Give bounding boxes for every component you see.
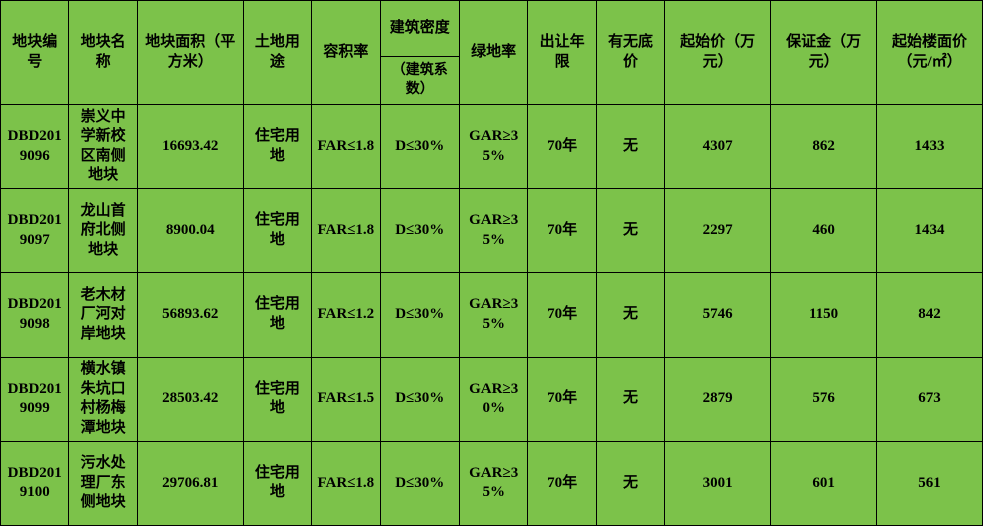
col-header: 容积率 bbox=[312, 1, 380, 105]
cell-name: 崇义中学新校区南侧地块 bbox=[69, 105, 137, 189]
cell-floor_price: 673 bbox=[877, 357, 983, 441]
cell-start_price: 2297 bbox=[665, 189, 771, 273]
cell-id: DBD2019098 bbox=[1, 273, 69, 357]
cell-name: 龙山首府北侧地块 bbox=[69, 189, 137, 273]
col-header: 地块面积（平方米） bbox=[137, 1, 243, 105]
cell-floor_price: 1434 bbox=[877, 189, 983, 273]
cell-density: D≤30% bbox=[380, 105, 459, 189]
cell-density: D≤30% bbox=[380, 441, 459, 525]
cell-id: DBD2019096 bbox=[1, 105, 69, 189]
cell-far: FAR≤1.8 bbox=[312, 189, 380, 273]
cell-id: DBD2019097 bbox=[1, 189, 69, 273]
cell-start_price: 5746 bbox=[665, 273, 771, 357]
cell-name: 污水处理厂东侧地块 bbox=[69, 441, 137, 525]
cell-area: 16693.42 bbox=[137, 105, 243, 189]
cell-use: 住宅用地 bbox=[243, 105, 311, 189]
cell-green: GAR≥35% bbox=[459, 273, 527, 357]
cell-start_price: 4307 bbox=[665, 105, 771, 189]
cell-use: 住宅用地 bbox=[243, 441, 311, 525]
cell-start_price: 2879 bbox=[665, 357, 771, 441]
cell-deposit: 460 bbox=[771, 189, 877, 273]
cell-density: D≤30% bbox=[380, 357, 459, 441]
cell-name: 老木材厂河对岸地块 bbox=[69, 273, 137, 357]
cell-density: D≤30% bbox=[380, 273, 459, 357]
cell-name: 横水镇朱坑口村杨梅潭地块 bbox=[69, 357, 137, 441]
cell-use: 住宅用地 bbox=[243, 357, 311, 441]
cell-green: GAR≥30% bbox=[459, 357, 527, 441]
col-header: 起始价（万元） bbox=[665, 1, 771, 105]
col-header: 有无底价 bbox=[596, 1, 664, 105]
table-row: DBD2019097龙山首府北侧地块8900.04住宅用地FAR≤1.8D≤30… bbox=[1, 189, 983, 273]
cell-term: 70年 bbox=[528, 273, 596, 357]
cell-reserve: 无 bbox=[596, 273, 664, 357]
cell-far: FAR≤1.2 bbox=[312, 273, 380, 357]
table-row: DBD2019100污水处理厂东侧地块29706.81住宅用地FAR≤1.8D≤… bbox=[1, 441, 983, 525]
cell-deposit: 1150 bbox=[771, 273, 877, 357]
col-header: 地块名称 bbox=[69, 1, 137, 105]
cell-term: 70年 bbox=[528, 357, 596, 441]
cell-area: 8900.04 bbox=[137, 189, 243, 273]
cell-green: GAR≥35% bbox=[459, 105, 527, 189]
cell-reserve: 无 bbox=[596, 441, 664, 525]
cell-reserve: 无 bbox=[596, 357, 664, 441]
cell-start_price: 3001 bbox=[665, 441, 771, 525]
land-parcel-table: 地块编号地块名称地块面积（平方米）土地用途容积率建筑密度绿地率出让年限有无底价起… bbox=[0, 0, 983, 526]
cell-floor_price: 842 bbox=[877, 273, 983, 357]
col-header: 绿地率 bbox=[459, 1, 527, 105]
cell-far: FAR≤1.8 bbox=[312, 105, 380, 189]
cell-area: 56893.62 bbox=[137, 273, 243, 357]
cell-deposit: 601 bbox=[771, 441, 877, 525]
cell-term: 70年 bbox=[528, 105, 596, 189]
cell-density: D≤30% bbox=[380, 189, 459, 273]
cell-id: DBD2019099 bbox=[1, 357, 69, 441]
table-row: DBD2019099横水镇朱坑口村杨梅潭地块28503.42住宅用地FAR≤1.… bbox=[1, 357, 983, 441]
col-header: 起始楼面价（元/㎡） bbox=[877, 1, 983, 105]
table-body: DBD2019096崇义中学新校区南侧地块16693.42住宅用地FAR≤1.8… bbox=[1, 105, 983, 526]
cell-deposit: 862 bbox=[771, 105, 877, 189]
cell-floor_price: 1433 bbox=[877, 105, 983, 189]
cell-green: GAR≥35% bbox=[459, 189, 527, 273]
cell-term: 70年 bbox=[528, 441, 596, 525]
cell-reserve: 无 bbox=[596, 105, 664, 189]
table-row: DBD2019098老木材厂河对岸地块56893.62住宅用地FAR≤1.2D≤… bbox=[1, 273, 983, 357]
col-subheader: （建筑系数） bbox=[380, 57, 459, 105]
table-header-row: 地块编号地块名称地块面积（平方米）土地用途容积率建筑密度绿地率出让年限有无底价起… bbox=[1, 1, 983, 57]
col-header: 土地用途 bbox=[243, 1, 311, 105]
cell-area: 29706.81 bbox=[137, 441, 243, 525]
cell-reserve: 无 bbox=[596, 189, 664, 273]
cell-deposit: 576 bbox=[771, 357, 877, 441]
cell-id: DBD2019100 bbox=[1, 441, 69, 525]
cell-green: GAR≥35% bbox=[459, 441, 527, 525]
cell-term: 70年 bbox=[528, 189, 596, 273]
cell-use: 住宅用地 bbox=[243, 189, 311, 273]
cell-far: FAR≤1.5 bbox=[312, 357, 380, 441]
col-header: 出让年限 bbox=[528, 1, 596, 105]
col-header: 保证金（万元） bbox=[771, 1, 877, 105]
cell-floor_price: 561 bbox=[877, 441, 983, 525]
table-row: DBD2019096崇义中学新校区南侧地块16693.42住宅用地FAR≤1.8… bbox=[1, 105, 983, 189]
cell-area: 28503.42 bbox=[137, 357, 243, 441]
cell-use: 住宅用地 bbox=[243, 273, 311, 357]
cell-far: FAR≤1.8 bbox=[312, 441, 380, 525]
col-header: 建筑密度 bbox=[380, 1, 459, 57]
col-header: 地块编号 bbox=[1, 1, 69, 105]
